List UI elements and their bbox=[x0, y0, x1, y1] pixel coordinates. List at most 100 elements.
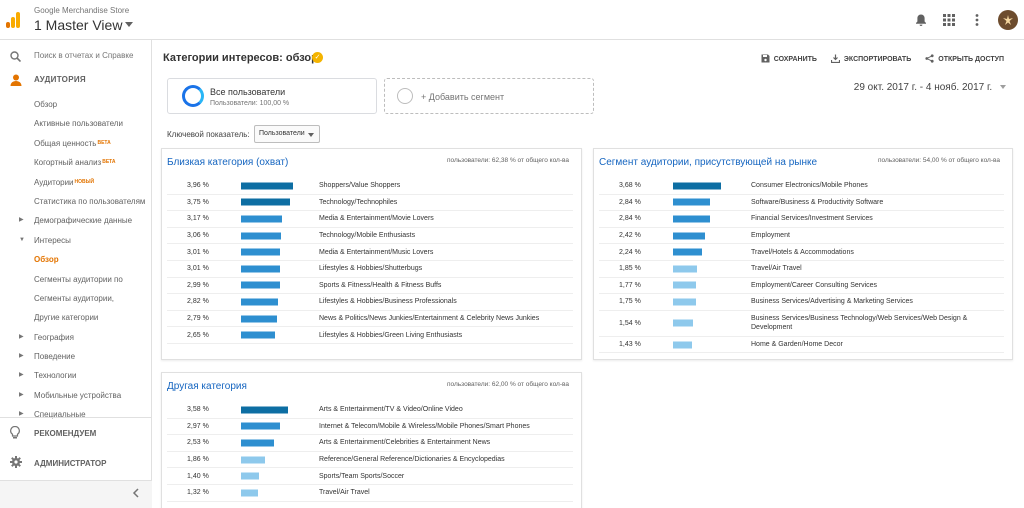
sidebar-item[interactable]: ▼ Интересы bbox=[0, 231, 152, 250]
person-icon bbox=[10, 74, 22, 86]
row-bar bbox=[241, 215, 283, 223]
table-row[interactable]: 2,79 % News & Politics/News Junkies/Enter… bbox=[167, 311, 573, 328]
sidebar-item[interactable]: Общая ценностьBETA bbox=[0, 134, 152, 153]
row-label[interactable]: Lifestyles & Hobbies/Business Profession… bbox=[319, 298, 457, 306]
row-label[interactable]: Media & Entertainment/Movie Lovers bbox=[319, 215, 434, 223]
table-row[interactable]: 1,54 % Business Services/Business Technol… bbox=[599, 311, 1004, 337]
row-label[interactable]: Reference/General Reference/Dictionaries… bbox=[319, 456, 505, 464]
row-label[interactable]: Home & Garden/Home Decor bbox=[751, 341, 843, 349]
table-row[interactable]: 2,99 % Sports & Fitness/Health & Fitness … bbox=[167, 278, 573, 295]
row-label[interactable]: Lifestyles & Hobbies/Shutterbugs bbox=[319, 265, 423, 273]
table-row[interactable]: 3,01 % Media & Entertainment/Music Lovers bbox=[167, 244, 573, 261]
row-label[interactable]: Business Services/Business Technology/We… bbox=[751, 315, 968, 332]
section-audience[interactable]: АУДИТОРИЯ bbox=[0, 72, 152, 90]
caret-right-icon: ▶ bbox=[19, 217, 24, 224]
sidebar-item-label: География bbox=[34, 332, 74, 342]
row-label[interactable]: Travel/Air Travel bbox=[319, 489, 370, 497]
sidebar-item[interactable]: ▶ Демографические данные bbox=[0, 211, 152, 230]
table-row[interactable]: 1,77 % Employment/Career Consulting Servi… bbox=[599, 278, 1004, 295]
view-selector[interactable]: 1 Master View bbox=[34, 17, 123, 33]
table-row[interactable]: 3,96 % Shoppers/Value Shoppers bbox=[167, 178, 573, 195]
save-button[interactable]: СОХРАНИТЬ bbox=[761, 54, 817, 65]
row-label[interactable]: Arts & Entertainment/TV & Video/Online V… bbox=[319, 406, 463, 414]
segment-all-users[interactable]: Все пользователи Пользователи: 100,00 % bbox=[167, 78, 377, 114]
table-row[interactable]: 1,43 % Home & Garden/Home Decor bbox=[599, 337, 1004, 354]
row-bar bbox=[241, 422, 280, 430]
table-row[interactable]: 3,75 % Technology/Technophiles bbox=[167, 195, 573, 212]
table-row[interactable]: 3,06 % Technology/Mobile Enthusiasts bbox=[167, 228, 573, 245]
sidebar-item[interactable]: ▶ География bbox=[0, 328, 152, 347]
table-row[interactable]: 3,58 % Arts & Entertainment/TV & Video/On… bbox=[167, 402, 573, 419]
row-label[interactable]: Internet & Telecom/Mobile & Wireless/Mob… bbox=[319, 422, 530, 430]
sidebar-item[interactable]: Обзор bbox=[0, 250, 152, 269]
table-row[interactable]: 3,68 % Consumer Electronics/Mobile Phones bbox=[599, 178, 1004, 195]
sidebar-item[interactable]: Обзор bbox=[0, 95, 152, 114]
row-label[interactable]: Shoppers/Value Shoppers bbox=[319, 182, 401, 190]
row-label[interactable]: News & Politics/News Junkies/Entertainme… bbox=[319, 315, 540, 323]
row-label[interactable]: Sports & Fitness/Health & Fitness Buffs bbox=[319, 281, 442, 289]
card-title[interactable]: Сегмент аудитории, присутствующей на рын… bbox=[599, 157, 818, 168]
row-label[interactable]: Business Services/Advertising & Marketin… bbox=[751, 298, 913, 306]
export-button[interactable]: ЭКСПОРТИРОВАТЬ bbox=[830, 54, 911, 65]
row-label[interactable]: Consumer Electronics/Mobile Phones bbox=[751, 182, 868, 190]
sidebar-item[interactable]: ▶ Специальные bbox=[0, 405, 152, 424]
row-label[interactable]: Employment bbox=[751, 232, 790, 240]
notifications-icon[interactable] bbox=[914, 13, 928, 27]
table-row[interactable]: 2,82 % Lifestyles & Hobbies/Business Prof… bbox=[167, 294, 573, 311]
sidebar-item[interactable]: ▶ Поведение bbox=[0, 347, 152, 366]
kpi-select[interactable]: Пользователи bbox=[254, 125, 320, 143]
table-row[interactable]: 1,75 % Business Services/Advertising & Ma… bbox=[599, 294, 1004, 311]
sidebar-item[interactable]: Когортный анализBETA bbox=[0, 153, 152, 172]
sidebar-item[interactable]: Другие категории bbox=[0, 308, 152, 327]
date-range-picker[interactable]: 29 окт. 2017 г. - 4 нояб. 2017 г. bbox=[854, 82, 1006, 93]
more-vert-icon[interactable] bbox=[970, 13, 984, 27]
sidebar-item[interactable]: ▶ Технологии bbox=[0, 366, 152, 385]
search-input[interactable] bbox=[34, 51, 146, 60]
table-row[interactable]: 3,17 % Media & Entertainment/Movie Lovers bbox=[167, 211, 573, 228]
table-row[interactable]: 1,32 % Travel/Air Travel bbox=[167, 485, 573, 502]
add-segment-button[interactable]: + Добавить сегмент bbox=[384, 78, 594, 114]
share-button[interactable]: ОТКРЫТЬ ДОСТУП bbox=[925, 54, 1004, 65]
collapse-sidebar-button[interactable] bbox=[0, 480, 152, 508]
table-row[interactable]: 1,85 % Travel/Air Travel bbox=[599, 261, 1004, 278]
table-row[interactable]: 2,53 % Arts & Entertainment/Celebrities &… bbox=[167, 435, 573, 452]
section-admin[interactable]: АДМИНИСТРАТОР bbox=[0, 448, 152, 478]
table-row[interactable]: 1,86 % Reference/General Reference/Dictio… bbox=[167, 452, 573, 469]
sidebar-item[interactable]: Статистика по пользователям bbox=[0, 192, 152, 211]
row-label[interactable]: Financial Services/Investment Services bbox=[751, 215, 873, 223]
row-label[interactable]: Technology/Mobile Enthusiasts bbox=[319, 232, 416, 240]
row-label[interactable]: Lifestyles & Hobbies/Green Living Enthus… bbox=[319, 331, 463, 339]
sidebar-item[interactable]: Активные пользователи bbox=[0, 114, 152, 133]
sidebar-item[interactable]: Сегменты аудитории по bbox=[0, 270, 152, 289]
view-dropdown-icon[interactable] bbox=[125, 22, 133, 27]
sidebar-item[interactable]: АудиторииНОВЫЙ bbox=[0, 173, 152, 192]
table-row[interactable]: 2,24 % Travel/Hotels & Accommodations bbox=[599, 244, 1004, 261]
analytics-logo-icon[interactable] bbox=[6, 12, 22, 28]
sidebar-search[interactable] bbox=[0, 48, 152, 68]
row-label[interactable]: Technology/Technophiles bbox=[319, 198, 398, 206]
table-row[interactable]: 2,65 % Lifestyles & Hobbies/Green Living … bbox=[167, 327, 573, 344]
row-label[interactable]: Travel/Hotels & Accommodations bbox=[751, 248, 854, 256]
card-title[interactable]: Другая категория bbox=[167, 381, 247, 392]
sidebar-item[interactable]: Сегменты аудитории, bbox=[0, 289, 152, 308]
row-label[interactable]: Media & Entertainment/Music Lovers bbox=[319, 248, 434, 256]
row-label[interactable]: Arts & Entertainment/Celebrities & Enter… bbox=[319, 439, 491, 447]
card-title[interactable]: Близкая категория (охват) bbox=[167, 157, 289, 168]
row-label[interactable]: Software/Business & Productivity Softwar… bbox=[751, 198, 884, 206]
sidebar-item[interactable]: ▶ Мобильные устройства bbox=[0, 386, 152, 405]
card-in-market: Сегмент аудитории, присутствующей на рын… bbox=[593, 148, 1013, 360]
row-label[interactable]: Travel/Air Travel bbox=[751, 265, 802, 273]
table-row[interactable]: 3,01 % Lifestyles & Hobbies/Shutterbugs bbox=[167, 261, 573, 278]
table-row[interactable]: 2,84 % Software/Business & Productivity S… bbox=[599, 195, 1004, 212]
row-label[interactable]: Employment/Career Consulting Services bbox=[751, 281, 878, 289]
section-recommend[interactable]: РЕКОМЕНДУЕМ bbox=[0, 418, 152, 448]
row-label[interactable]: Sports/Team Sports/Soccer bbox=[319, 472, 405, 480]
table-row[interactable]: 1,40 % Sports/Team Sports/Soccer bbox=[167, 468, 573, 485]
table-row[interactable]: 2,97 % Internet & Telecom/Mobile & Wirele… bbox=[167, 419, 573, 436]
account-name[interactable]: Google Merchandise Store bbox=[34, 6, 130, 15]
verified-check-icon[interactable]: ✓ bbox=[312, 52, 323, 63]
user-avatar[interactable] bbox=[998, 10, 1018, 30]
table-row[interactable]: 2,42 % Employment bbox=[599, 228, 1004, 245]
apps-grid-icon[interactable] bbox=[942, 13, 956, 27]
table-row[interactable]: 2,84 % Financial Services/Investment Serv… bbox=[599, 211, 1004, 228]
